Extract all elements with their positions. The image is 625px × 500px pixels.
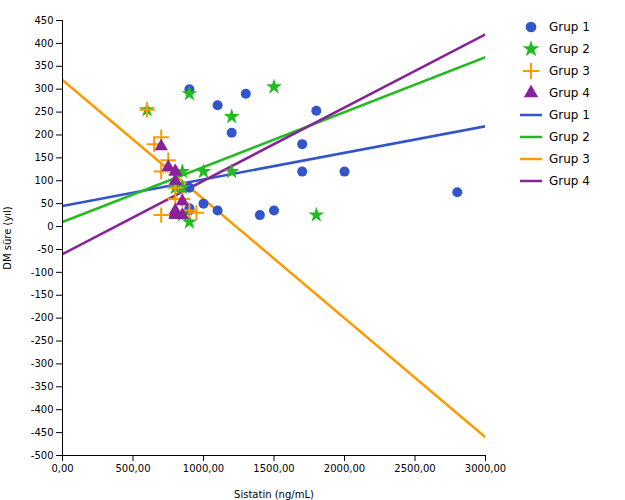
svg-text:-250: -250 <box>31 335 54 346</box>
svg-text:0,00: 0,00 <box>51 463 73 474</box>
svg-text:300: 300 <box>34 83 53 94</box>
svg-text:500,00: 500,00 <box>116 463 151 474</box>
svg-text:400: 400 <box>34 38 53 49</box>
svg-text:3000,00: 3000,00 <box>465 463 506 474</box>
svg-text:100: 100 <box>34 175 53 186</box>
svg-text:200: 200 <box>34 129 53 140</box>
svg-text:-400: -400 <box>31 404 54 415</box>
svg-text:1500,00: 1500,00 <box>253 463 294 474</box>
svg-text:-200: -200 <box>31 312 54 323</box>
html-text:Grup 3: Grup 3 <box>549 152 590 166</box>
html-text:Grup 1: Grup 1 <box>549 20 590 34</box>
svg-text:150: 150 <box>34 152 53 163</box>
svg-text:-100: -100 <box>31 267 54 278</box>
svg-text:450: 450 <box>34 15 53 26</box>
svg-text:350: 350 <box>34 60 53 71</box>
svg-text:0: 0 <box>47 221 53 232</box>
svg-text:250: 250 <box>34 106 53 117</box>
svg-text:2000,00: 2000,00 <box>324 463 365 474</box>
svg-text:-500: -500 <box>31 450 54 461</box>
html-text:Grup 4: Grup 4 <box>549 174 590 188</box>
svg-text:-350: -350 <box>31 381 54 392</box>
svg-text:50: 50 <box>41 198 54 209</box>
html-text:Grup 4: Grup 4 <box>549 86 590 100</box>
svg-text:2500,00: 2500,00 <box>394 463 435 474</box>
svg-text:-450: -450 <box>31 427 54 438</box>
html-text:Grup 2: Grup 2 <box>549 42 590 56</box>
svg-text:-300: -300 <box>31 358 54 369</box>
svg-text:-50: -50 <box>37 244 53 255</box>
html-text:Grup 3: Grup 3 <box>549 64 590 78</box>
svg-text:Sistatin (ng/mL): Sistatin (ng/mL) <box>234 489 314 500</box>
svg-text:-150: -150 <box>31 289 54 300</box>
html-text:Grup 2: Grup 2 <box>549 130 590 144</box>
svg-text:1000,00: 1000,00 <box>183 463 224 474</box>
html-text:Grup 1: Grup 1 <box>549 108 590 122</box>
svg-text:DM süre (yıl): DM süre (yıl) <box>2 206 13 270</box>
